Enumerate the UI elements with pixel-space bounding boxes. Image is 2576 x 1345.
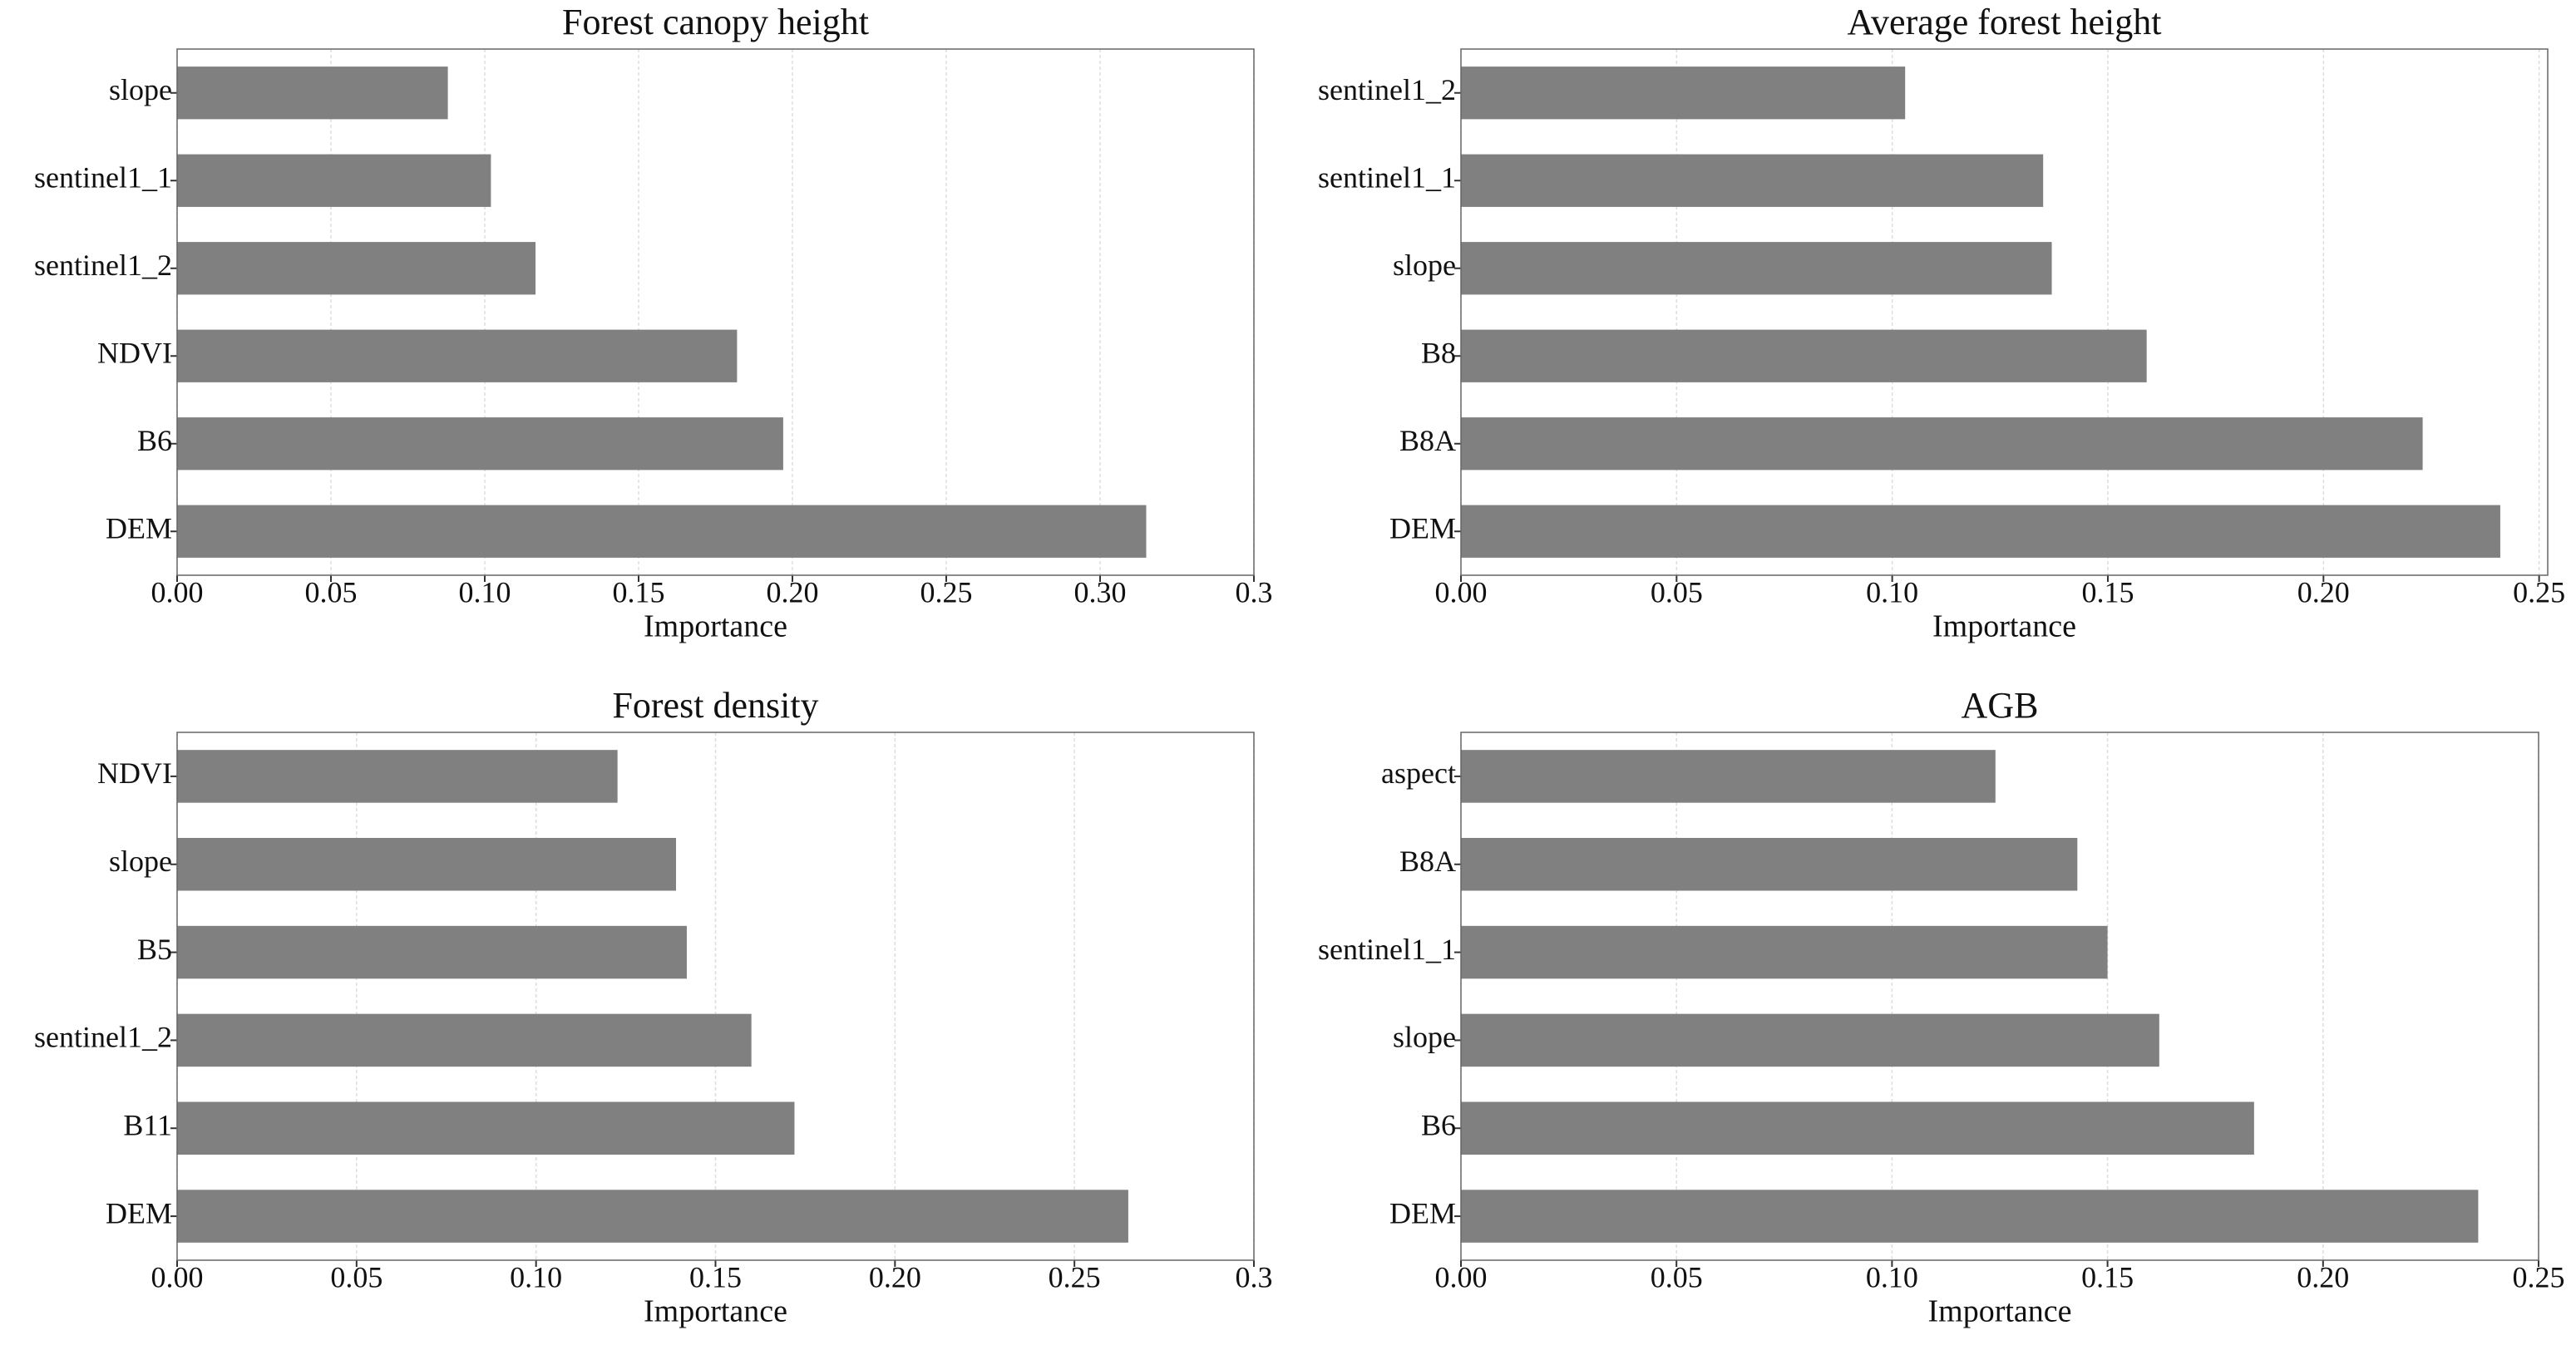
x-tick-label: 0.10 bbox=[510, 1260, 562, 1293]
bar bbox=[1461, 417, 2423, 471]
bar bbox=[177, 750, 618, 803]
x-tick-label: 0.00 bbox=[151, 575, 204, 608]
x-tick-label: 0.30 bbox=[1074, 575, 1127, 608]
y-tick-label: sentinel1_2 bbox=[34, 1021, 172, 1054]
y-tick-label: sentinel1_2 bbox=[34, 249, 172, 282]
bar bbox=[1461, 1190, 2479, 1243]
bar bbox=[177, 1190, 1128, 1243]
y-tick-label: slope bbox=[1393, 249, 1456, 282]
x-tick-label: 0.3 bbox=[1236, 575, 1273, 608]
x-tick-label: 0.15 bbox=[2081, 1260, 2134, 1293]
chart-title: Average forest height bbox=[1848, 2, 2162, 42]
x-tick-label: 0.05 bbox=[1651, 575, 1703, 608]
chart-title: AGB bbox=[1962, 685, 2039, 726]
chart-title: Forest canopy height bbox=[562, 2, 869, 42]
x-tick-label: 0.20 bbox=[767, 575, 819, 608]
bar bbox=[1461, 838, 2078, 891]
y-tick-label: NDVI bbox=[97, 337, 172, 370]
bar bbox=[177, 838, 677, 891]
y-tick-label: slope bbox=[109, 845, 172, 878]
x-tick-label: 0.25 bbox=[920, 575, 973, 608]
y-tick-label: slope bbox=[1393, 1021, 1456, 1054]
bar bbox=[1461, 750, 1996, 803]
bar bbox=[1461, 1101, 2254, 1155]
x-tick-label: 0.05 bbox=[330, 1260, 382, 1293]
x-tick-label: 0.15 bbox=[613, 575, 665, 608]
y-tick-label: B5 bbox=[137, 933, 172, 966]
x-tick-label: 0.10 bbox=[1866, 575, 1918, 608]
y-tick-label: slope bbox=[109, 73, 172, 106]
x-axis-label: Importance bbox=[1932, 609, 2076, 644]
bar bbox=[177, 67, 448, 120]
bar bbox=[177, 417, 783, 471]
x-axis-label: Importance bbox=[1927, 1294, 2071, 1329]
bar bbox=[177, 242, 536, 295]
plot-frame bbox=[176, 732, 1255, 1261]
bar bbox=[1461, 1013, 2159, 1067]
x-tick-label: 0.00 bbox=[151, 1260, 204, 1293]
x-tick-label: 0.00 bbox=[1435, 1260, 1488, 1293]
x-tick-label: 0.3 bbox=[1236, 1260, 1273, 1293]
bar bbox=[177, 154, 491, 207]
plot-frame bbox=[176, 48, 1255, 576]
plot-frame bbox=[1460, 732, 2539, 1261]
y-tick-label: sentinel1_2 bbox=[1318, 73, 1456, 106]
y-tick-label: sentinel1_1 bbox=[1318, 161, 1456, 195]
bar bbox=[1461, 329, 2147, 382]
x-tick-label: 0.20 bbox=[869, 1260, 921, 1293]
x-tick-label: 0.05 bbox=[305, 575, 358, 608]
bar bbox=[177, 925, 687, 979]
y-tick-label: B6 bbox=[1421, 1109, 1456, 1142]
bar bbox=[177, 1013, 752, 1067]
bar bbox=[1461, 925, 2108, 979]
x-tick-label: 0.25 bbox=[1049, 1260, 1101, 1293]
bar bbox=[1461, 67, 1906, 120]
x-tick-label: 0.05 bbox=[1651, 1260, 1703, 1293]
x-tick-label: 0.20 bbox=[2297, 1260, 2349, 1293]
y-tick-label: B8 bbox=[1421, 337, 1456, 370]
y-tick-label: aspect bbox=[1381, 756, 1456, 790]
y-tick-label: B11 bbox=[123, 1109, 172, 1142]
x-tick-label: 0.15 bbox=[2081, 575, 2134, 608]
chart-title: Forest density bbox=[612, 685, 818, 726]
y-tick-label: B6 bbox=[137, 424, 172, 457]
y-tick-label: B8A bbox=[1399, 424, 1456, 457]
x-tick-label: 0.00 bbox=[1435, 575, 1488, 608]
y-tick-label: sentinel1_1 bbox=[34, 161, 172, 195]
bar bbox=[1461, 154, 2044, 207]
y-tick-label: DEM bbox=[1389, 512, 1456, 545]
x-tick-label: 0.20 bbox=[2297, 575, 2350, 608]
plot-frame bbox=[1460, 48, 2549, 576]
y-tick-label: sentinel1_1 bbox=[1318, 933, 1456, 966]
x-tick-label: 0.10 bbox=[1866, 1260, 1918, 1293]
bar bbox=[1461, 505, 2500, 558]
x-axis-label: Importance bbox=[644, 609, 787, 644]
bar bbox=[177, 1101, 795, 1155]
x-tick-label: 0.25 bbox=[2513, 1260, 2565, 1293]
y-tick-label: DEM bbox=[106, 512, 172, 545]
x-tick-label: 0.10 bbox=[459, 575, 511, 608]
bar bbox=[177, 505, 1147, 558]
y-tick-label: B8A bbox=[1399, 845, 1456, 878]
x-tick-label: 0.25 bbox=[2513, 575, 2565, 608]
bar bbox=[177, 329, 738, 382]
x-axis-label: Importance bbox=[644, 1294, 787, 1329]
y-tick-label: DEM bbox=[106, 1196, 172, 1229]
bar bbox=[1461, 242, 2052, 295]
y-tick-label: DEM bbox=[1389, 1196, 1456, 1229]
y-tick-label: NDVI bbox=[97, 756, 172, 790]
x-tick-label: 0.15 bbox=[689, 1260, 742, 1293]
